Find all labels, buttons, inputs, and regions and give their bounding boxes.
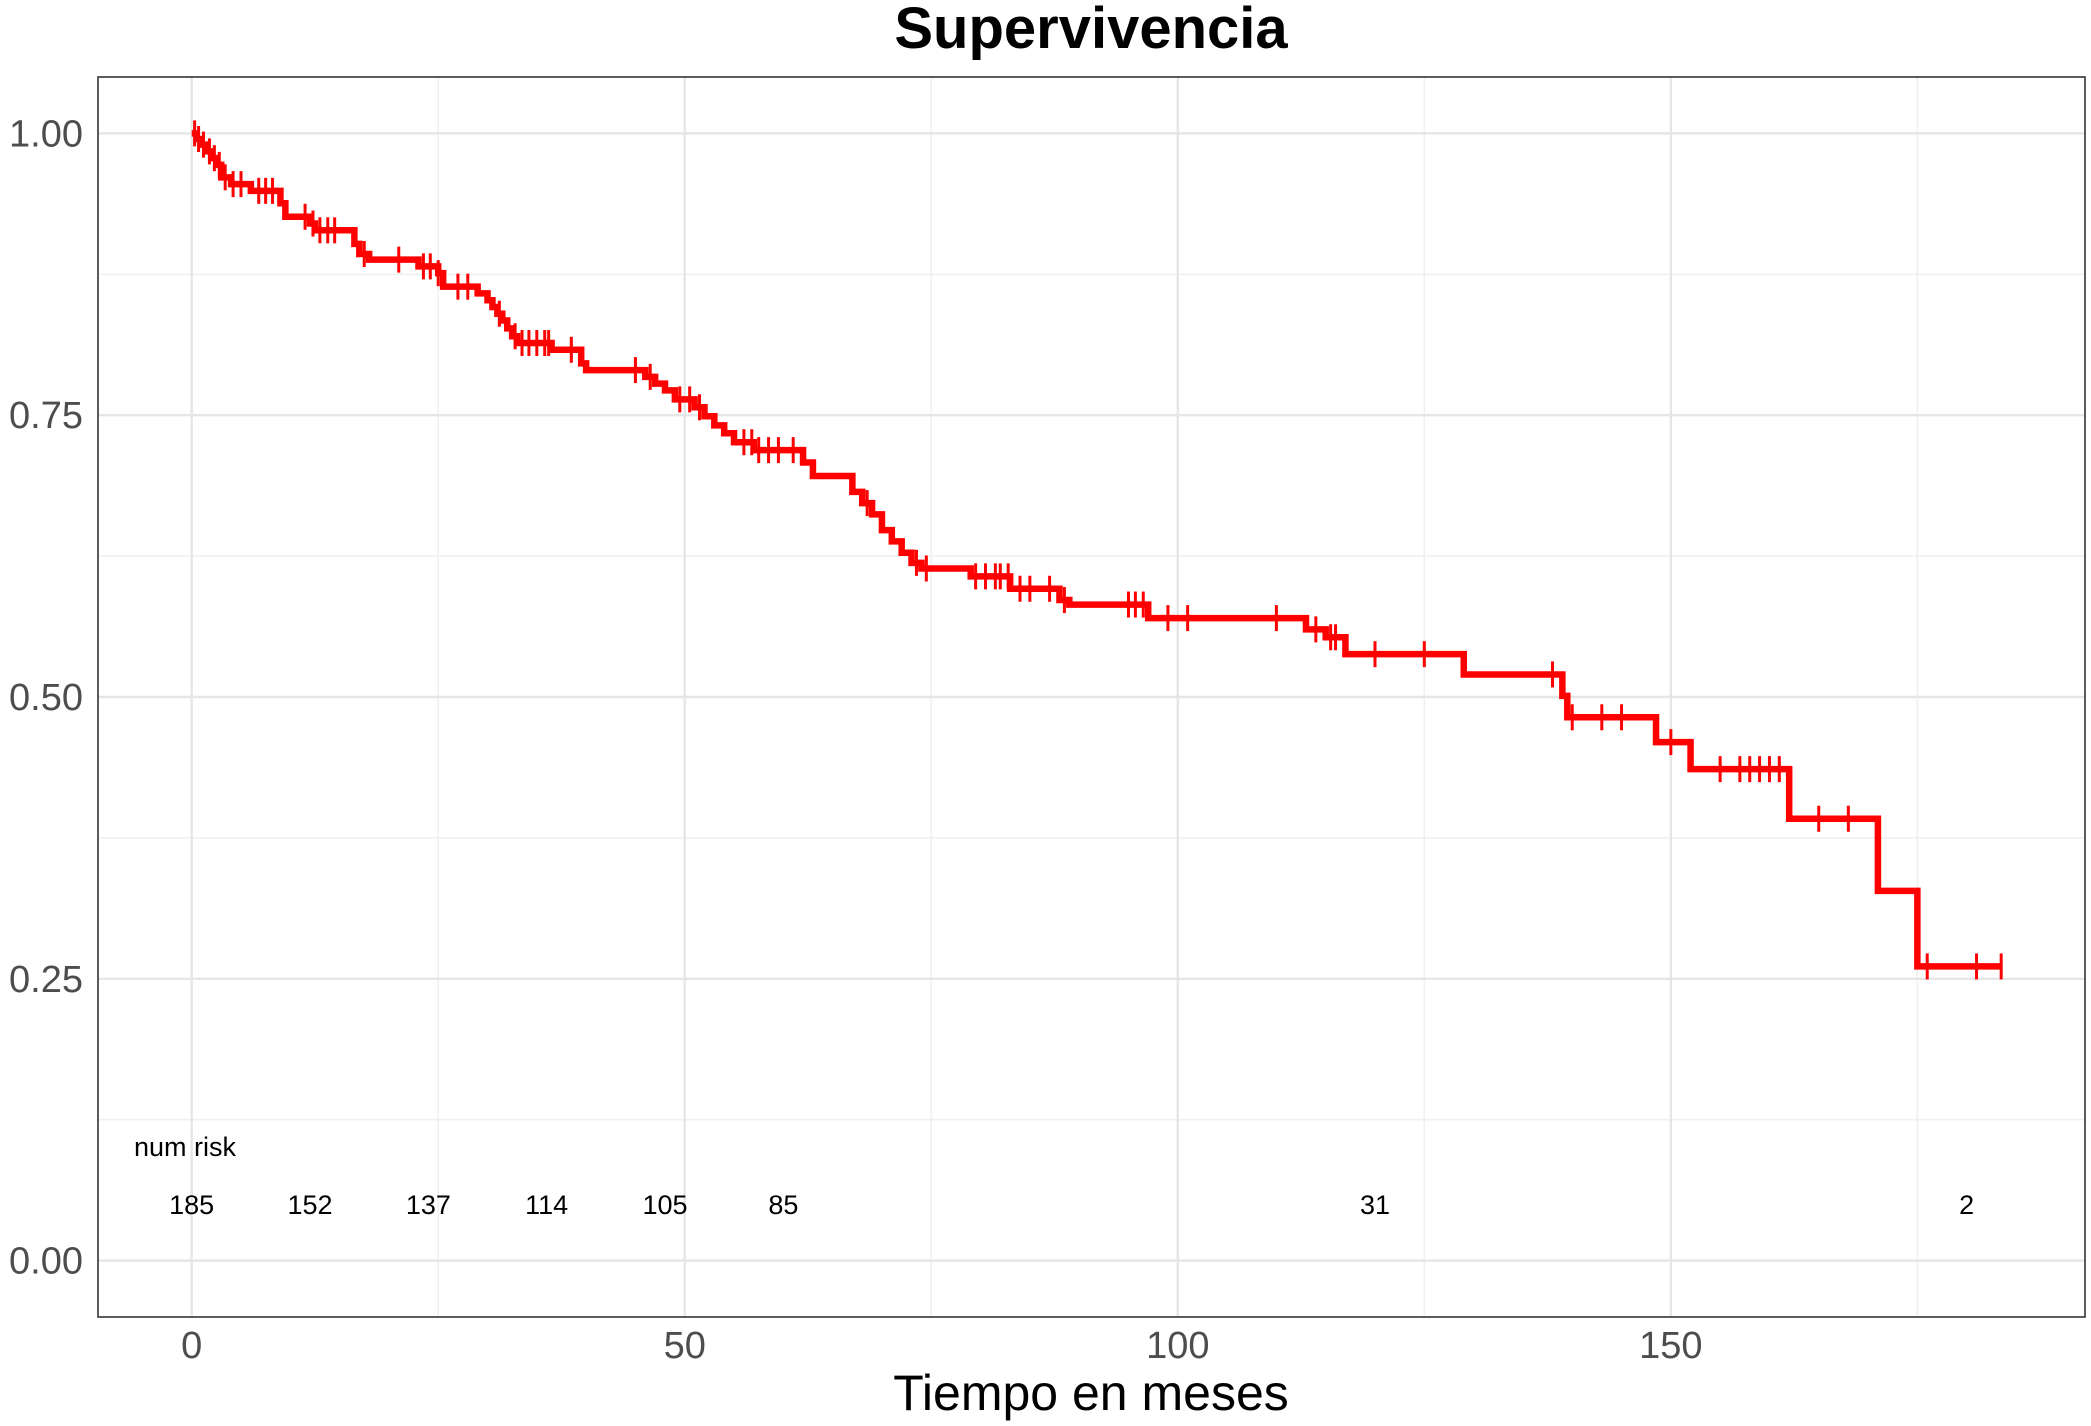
x-tick-label: 0 (181, 1325, 202, 1367)
chart-title: Supervivencia (894, 0, 1288, 61)
censor-marks (193, 120, 2003, 980)
plot-panel (97, 76, 2086, 1318)
risk-count: 2 (1959, 1190, 1974, 1220)
risk-count: 185 (169, 1190, 214, 1220)
x-tick-label: 150 (1639, 1325, 1702, 1367)
risk-count: 85 (768, 1190, 798, 1220)
risk-count: 114 (525, 1190, 568, 1220)
y-tick-label: 0.75 (9, 395, 83, 437)
grid (98, 77, 2085, 1317)
x-axis-label: Tiempo en meses (893, 1365, 1289, 1421)
x-tick-label: 100 (1146, 1325, 1209, 1367)
risk-table: num risk 185 152 137 114 105 85 31 2 (134, 1132, 1974, 1220)
y-tick-label: 0.00 (9, 1241, 83, 1283)
risk-table-header: num risk (134, 1132, 237, 1162)
risk-count: 31 (1360, 1190, 1390, 1220)
survival-curve (191, 130, 2002, 970)
y-axis-ticks: 0.00 0.25 0.50 0.75 1.00 (9, 113, 83, 1282)
y-tick-label: 1.00 (9, 113, 83, 155)
survival-step-line (191, 130, 2002, 970)
risk-count: 137 (406, 1190, 451, 1220)
y-tick-label: 0.25 (9, 959, 83, 1001)
risk-count: 105 (642, 1190, 687, 1220)
x-tick-label: 50 (664, 1325, 706, 1367)
x-axis-ticks: 0 50 100 150 (181, 1325, 1702, 1367)
y-tick-label: 0.50 (9, 677, 83, 719)
risk-count: 152 (287, 1190, 332, 1220)
